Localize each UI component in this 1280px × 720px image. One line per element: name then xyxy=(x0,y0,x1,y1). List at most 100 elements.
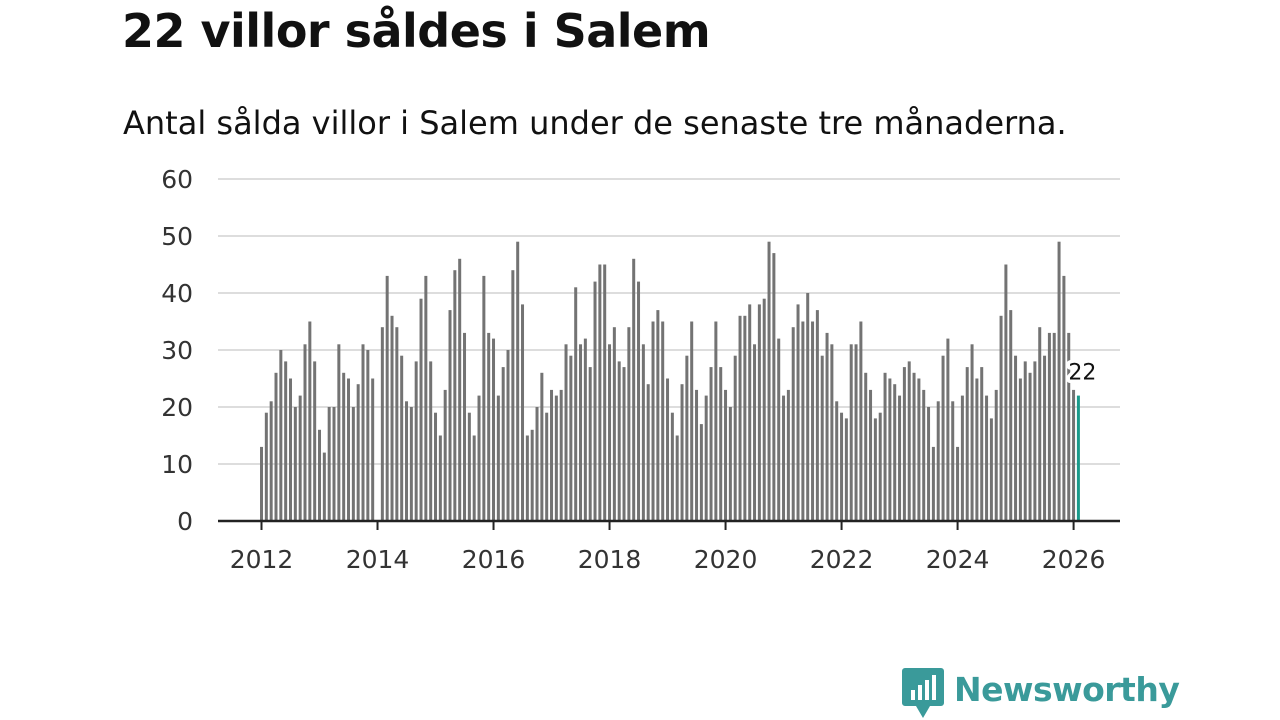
bar xyxy=(574,287,578,521)
bar xyxy=(603,264,607,521)
bar xyxy=(516,241,520,521)
bar xyxy=(448,310,452,521)
x-tick-label: 2024 xyxy=(926,545,990,574)
bar xyxy=(274,372,278,521)
x-tick-label: 2016 xyxy=(462,545,526,574)
bar xyxy=(1072,389,1076,521)
bar xyxy=(530,429,534,521)
bar xyxy=(550,389,554,521)
bar xyxy=(356,384,360,521)
bar xyxy=(835,401,839,521)
bar xyxy=(327,407,331,521)
bar xyxy=(1023,361,1027,521)
bar xyxy=(1018,378,1022,521)
bar xyxy=(1052,332,1056,521)
bar xyxy=(801,321,805,521)
bar xyxy=(830,344,834,521)
bar xyxy=(1062,275,1066,521)
bar xyxy=(840,412,844,521)
bar xyxy=(511,270,515,521)
bar xyxy=(806,293,810,521)
bar xyxy=(878,412,882,521)
bar xyxy=(424,275,428,521)
x-tick-label: 2018 xyxy=(578,545,642,574)
bar xyxy=(946,338,950,521)
data-label: 22 xyxy=(1068,361,1096,386)
bar xyxy=(869,389,873,521)
bar xyxy=(883,372,887,521)
bar xyxy=(298,395,302,521)
bar xyxy=(501,367,505,521)
x-axis-labels: 2012 2014 2016 2018 2020 2022 2024 2026 xyxy=(230,545,1106,574)
bar xyxy=(661,321,665,521)
bar xyxy=(1057,241,1061,521)
bar xyxy=(617,361,621,521)
bars xyxy=(260,241,1080,521)
bar xyxy=(685,355,689,521)
bar xyxy=(487,332,491,521)
bar xyxy=(467,412,471,521)
bar xyxy=(342,372,346,521)
bar xyxy=(293,407,297,521)
bar xyxy=(371,378,375,521)
bar xyxy=(922,389,926,521)
bar xyxy=(269,401,273,521)
bar xyxy=(627,327,631,521)
bar xyxy=(622,367,626,521)
bar-highlight xyxy=(1076,395,1080,521)
bar xyxy=(318,429,322,521)
bar xyxy=(1043,355,1047,521)
bar xyxy=(1067,332,1071,521)
bar xyxy=(289,378,293,521)
bar xyxy=(975,378,979,521)
bar xyxy=(898,395,902,521)
bar xyxy=(361,344,365,521)
bar xyxy=(767,241,771,521)
bar xyxy=(472,435,476,521)
bar xyxy=(545,412,549,521)
bar xyxy=(719,367,723,521)
bar xyxy=(695,389,699,521)
bar xyxy=(458,258,462,521)
bar xyxy=(796,304,800,521)
bar xyxy=(380,327,384,521)
bar xyxy=(405,401,409,521)
bar xyxy=(429,361,433,521)
bar xyxy=(525,435,529,521)
bar xyxy=(772,253,776,521)
bar xyxy=(743,315,747,521)
bar xyxy=(521,304,525,521)
bar xyxy=(588,367,592,521)
bar xyxy=(646,384,650,521)
bar xyxy=(690,321,694,521)
bar xyxy=(264,412,268,521)
bar xyxy=(675,435,679,521)
bar xyxy=(960,395,964,521)
bar xyxy=(279,350,283,521)
bar xyxy=(583,338,587,521)
bar xyxy=(453,270,457,521)
bar xyxy=(554,395,558,521)
bar xyxy=(699,424,703,521)
x-tick-label: 2022 xyxy=(810,545,874,574)
bar xyxy=(322,452,326,521)
bar xyxy=(859,321,863,521)
bar xyxy=(506,350,510,521)
chart-subtitle: Antal sålda villor i Salem under de sena… xyxy=(123,104,1067,142)
bar xyxy=(1033,361,1037,521)
bar xyxy=(400,355,404,521)
y-tick-label: 60 xyxy=(161,165,193,194)
bar xyxy=(931,446,935,521)
bar xyxy=(656,310,660,521)
y-tick-label: 40 xyxy=(161,279,193,308)
bar xyxy=(651,321,655,521)
bar xyxy=(637,281,641,521)
bar xyxy=(284,361,288,521)
bar xyxy=(733,355,737,521)
bar xyxy=(989,418,993,521)
bar xyxy=(815,310,819,521)
bar xyxy=(791,327,795,521)
bar xyxy=(907,361,911,521)
x-tick-label: 2012 xyxy=(230,545,294,574)
